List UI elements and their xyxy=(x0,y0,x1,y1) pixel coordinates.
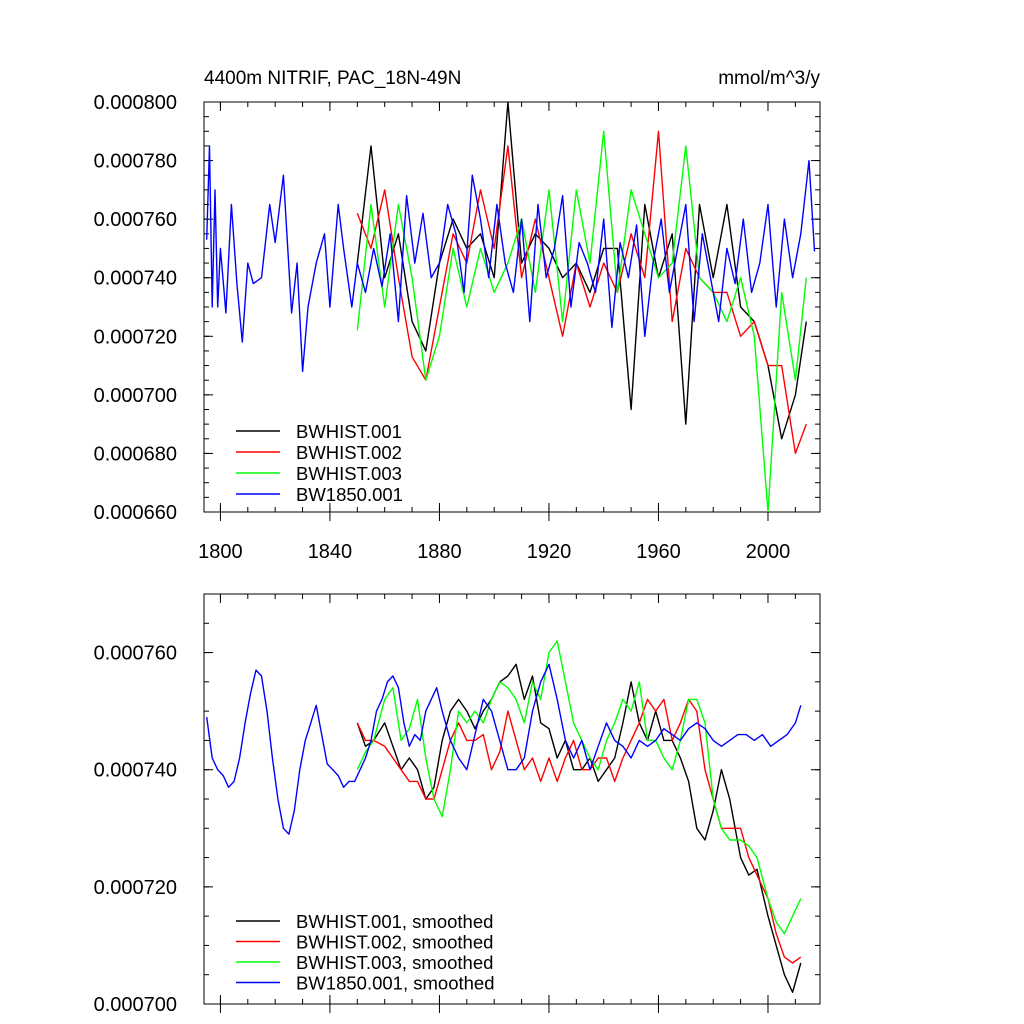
legend-label-1: BWHIST.001, smoothed xyxy=(296,911,493,932)
series-line-2 xyxy=(356,698,802,964)
y-tick-label: 0.000800 xyxy=(94,92,177,114)
x-tick-label: 1960 xyxy=(636,541,681,563)
y-tick-label: 0.000760 xyxy=(94,643,177,665)
series-line-3 xyxy=(356,130,807,512)
y-tick-label: 0.000680 xyxy=(94,443,177,465)
legend-label-3: BWHIST.003 xyxy=(296,463,402,484)
legend-label-2: BWHIST.002 xyxy=(296,442,402,463)
x-tick-label: 1920 xyxy=(527,541,572,563)
y-tick-label: 0.000720 xyxy=(94,326,177,348)
y-tick-label: 0.000700 xyxy=(94,994,177,1016)
y-tick-label: 0.000780 xyxy=(94,151,177,173)
legend-label-4: BW1850.001, smoothed xyxy=(296,973,495,994)
x-tick-label: 2000 xyxy=(746,541,791,563)
legend-label-2: BWHIST.002, smoothed xyxy=(296,932,493,953)
series-line-4 xyxy=(206,145,816,373)
series-group xyxy=(206,640,802,993)
chart-title: 4400m NITRIF, PAC_18N-49N xyxy=(204,68,461,89)
y-tick-label: 0.000740 xyxy=(94,760,177,782)
x-tick-label: 1800 xyxy=(198,541,243,563)
legend-label-4: BW1850.001 xyxy=(296,484,403,505)
units-label: mmol/m^3/y xyxy=(718,68,820,89)
series-line-1 xyxy=(356,102,807,440)
x-tick-label: 1840 xyxy=(308,541,353,563)
series-line-2 xyxy=(356,130,807,455)
legend-label-3: BWHIST.003, smoothed xyxy=(296,952,493,973)
bottom-panel: 0.000700 0.000720 0.000740 0.000760 BWHIST.0… xyxy=(94,593,821,1016)
y-tick-label: 0.000660 xyxy=(94,502,177,524)
series-line-4 xyxy=(206,663,802,835)
y-tick-label: 0.000760 xyxy=(94,209,177,231)
legend-label-1: BWHIST.001 xyxy=(296,421,402,442)
top-panel: 4400m NITRIF, PAC_18N-49N mmol/m^3/y 0.000… xyxy=(94,68,821,563)
x-tick-label: 1880 xyxy=(417,541,462,563)
series-group xyxy=(206,102,816,512)
series-line-3 xyxy=(356,640,802,935)
y-tick-label: 0.000700 xyxy=(94,385,177,407)
y-tick-label: 0.000740 xyxy=(94,268,177,290)
y-tick-label: 0.000720 xyxy=(94,877,177,899)
